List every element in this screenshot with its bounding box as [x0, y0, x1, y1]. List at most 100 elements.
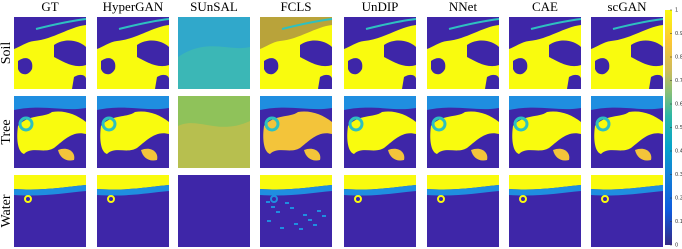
map-region: [107, 195, 115, 203]
map-region: [260, 175, 332, 190]
column-header: FCLS: [280, 0, 311, 14]
map-region: [402, 74, 416, 89]
map-region: [612, 18, 664, 30]
map-region: [595, 116, 611, 132]
colorbar-tick-label: 0.3: [675, 172, 682, 178]
abundance-map: [178, 175, 250, 247]
map-region: [354, 195, 362, 203]
abundance-map: [591, 175, 663, 247]
map-region: [344, 96, 416, 110]
map-region: [260, 96, 332, 110]
abundance-map: [14, 17, 87, 89]
map-speckle: [285, 202, 289, 204]
map-region: [304, 148, 321, 161]
map-region: [263, 111, 332, 154]
map-region: [178, 121, 250, 168]
column-header: CAE: [532, 0, 558, 14]
map-speckle: [271, 206, 275, 208]
map-region: [509, 17, 581, 49]
map-region: [595, 58, 610, 75]
column-header: GT: [41, 0, 58, 14]
map-speckle: [322, 215, 326, 217]
map-region: [567, 74, 581, 89]
map-region: [97, 96, 169, 110]
abundance-map: [97, 17, 170, 89]
map-region: [18, 116, 34, 132]
map-region: [347, 111, 416, 154]
abundance-map: [260, 96, 332, 168]
map-region: [97, 185, 169, 196]
column-header: NNet: [449, 0, 478, 14]
map-region: [509, 185, 581, 196]
map-region: [591, 17, 663, 49]
map-region: [97, 175, 169, 190]
map-region: [155, 74, 169, 89]
colorbar-ticks: 0 0.1 0.2 0.3 0.4 0.5 0.6 0.7 0.8 0.9 1: [670, 8, 682, 249]
map-speckle: [276, 211, 280, 213]
column-header: scGAN: [608, 0, 648, 14]
map-region: [118, 18, 170, 30]
map-region: [14, 96, 86, 110]
map-bg: [178, 175, 250, 247]
map-region: [101, 116, 117, 132]
map-speckle: [266, 201, 270, 203]
abundance-map: [509, 175, 581, 247]
column-header: HyperGAN: [103, 0, 164, 14]
abundance-map: [344, 175, 416, 247]
abundance-map: [427, 175, 499, 247]
map-region: [344, 185, 416, 196]
row-label: Tree: [0, 119, 14, 144]
map-region: [467, 40, 499, 67]
map-region: [388, 148, 405, 161]
map-region: [24, 195, 32, 203]
map-region: [17, 111, 86, 154]
column-header: SUnSAL: [190, 0, 238, 14]
map-region: [485, 74, 499, 89]
abundance-map: [509, 17, 582, 89]
map-region: [35, 18, 87, 30]
map-speckle: [303, 214, 307, 216]
map-region: [264, 116, 280, 132]
column-header: UnDIP: [362, 0, 399, 14]
map-region: [513, 116, 529, 132]
map-region: [594, 111, 663, 154]
map-region: [591, 185, 663, 196]
abundance-map: [260, 175, 332, 247]
map-region: [553, 148, 570, 161]
abundance-map: [97, 96, 169, 168]
map-region: [348, 58, 363, 75]
map-region: [344, 17, 416, 49]
map-region: [519, 195, 527, 203]
abundance-map: [178, 17, 250, 89]
map-region: [300, 40, 332, 67]
abundance-map: [427, 96, 499, 168]
colorbar-tick-label: 1: [675, 8, 678, 14]
colorbar-tick-label: 0.8: [675, 55, 682, 61]
map-speckle: [317, 210, 321, 212]
map-region: [137, 40, 169, 67]
colorbar-tick-label: 0.7: [675, 78, 682, 84]
colorbar-tick-label: 0.9: [675, 31, 682, 37]
map-region: [427, 96, 499, 110]
map-region: [365, 18, 417, 30]
map-region: [58, 148, 75, 161]
map-region: [344, 175, 416, 190]
map-region: [14, 17, 86, 49]
colorbar-tick-label: 0.5: [675, 125, 682, 131]
map-region: [530, 18, 582, 30]
map-region: [431, 58, 446, 75]
map-region: [427, 17, 499, 49]
map-speckle: [280, 227, 284, 229]
abundance-map: [14, 96, 86, 168]
colorbar-tick-label: 0.1: [675, 219, 682, 225]
abundance-map: [427, 17, 500, 89]
map-region: [635, 148, 652, 161]
map-region: [509, 96, 581, 110]
map-region: [437, 195, 445, 203]
abundance-map: [591, 17, 664, 89]
abundance-map: [260, 17, 333, 89]
map-region: [591, 175, 663, 190]
colorbar-tick-label: 0.6: [675, 102, 682, 108]
map-region: [431, 116, 447, 132]
